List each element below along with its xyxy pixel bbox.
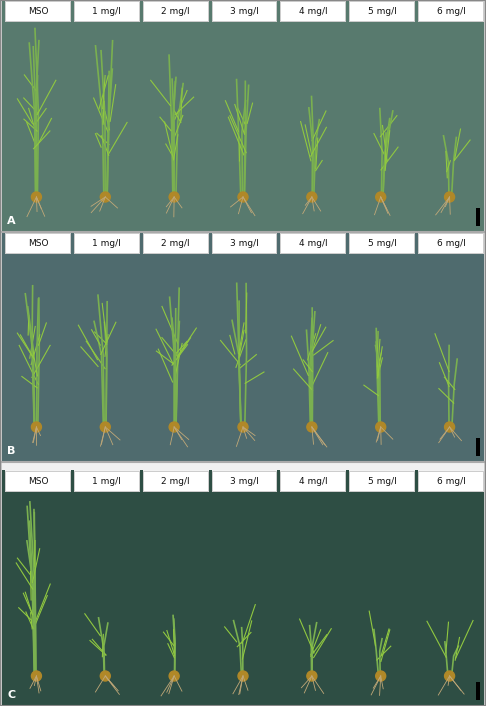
Bar <box>349 471 414 491</box>
Bar <box>278 0 280 22</box>
Bar <box>280 1 345 21</box>
Bar <box>418 233 483 253</box>
Bar <box>280 233 345 253</box>
Circle shape <box>307 192 317 202</box>
Text: 4 mg/l: 4 mg/l <box>299 477 328 486</box>
Text: 4 mg/l: 4 mg/l <box>299 239 328 248</box>
Text: C: C <box>7 690 15 700</box>
Bar <box>139 232 143 254</box>
Bar <box>139 470 143 492</box>
Bar <box>211 471 277 491</box>
Circle shape <box>100 422 110 432</box>
Text: A: A <box>7 216 16 226</box>
Text: MSO: MSO <box>28 477 48 486</box>
Bar <box>2 462 484 470</box>
Text: 2 mg/l: 2 mg/l <box>161 477 190 486</box>
Circle shape <box>100 671 110 681</box>
Circle shape <box>169 422 179 432</box>
Bar <box>280 471 345 491</box>
Bar <box>143 233 208 253</box>
Text: MSO: MSO <box>28 6 48 16</box>
Bar <box>211 233 277 253</box>
Bar <box>2 232 484 254</box>
Bar <box>2 0 484 22</box>
Bar <box>5 1 70 21</box>
Bar <box>74 233 139 253</box>
Bar <box>143 471 208 491</box>
Bar <box>2 470 5 492</box>
Bar <box>74 471 139 491</box>
Bar <box>71 232 74 254</box>
Circle shape <box>307 422 317 432</box>
Circle shape <box>445 422 454 432</box>
Bar <box>5 471 70 491</box>
Text: 6 mg/l: 6 mg/l <box>437 477 466 486</box>
Text: 3 mg/l: 3 mg/l <box>230 239 259 248</box>
Text: B: B <box>7 446 16 456</box>
Bar <box>2 232 5 254</box>
Bar <box>74 1 139 21</box>
Bar <box>476 438 480 456</box>
Text: 3 mg/l: 3 mg/l <box>230 477 259 486</box>
Circle shape <box>445 192 454 202</box>
Bar <box>139 0 143 22</box>
Text: 3 mg/l: 3 mg/l <box>230 6 259 16</box>
Circle shape <box>32 671 41 681</box>
Bar <box>349 233 414 253</box>
Bar <box>2 22 484 232</box>
Bar <box>2 254 484 462</box>
Circle shape <box>32 192 41 202</box>
Bar <box>476 682 480 700</box>
Circle shape <box>376 422 386 432</box>
Bar <box>5 233 70 253</box>
Circle shape <box>238 192 248 202</box>
Text: 2 mg/l: 2 mg/l <box>161 239 190 248</box>
Text: 6 mg/l: 6 mg/l <box>437 239 466 248</box>
Text: 5 mg/l: 5 mg/l <box>368 6 397 16</box>
Text: 1 mg/l: 1 mg/l <box>92 239 121 248</box>
Bar <box>208 0 211 22</box>
Circle shape <box>169 671 179 681</box>
Bar <box>347 232 349 254</box>
Text: 4 mg/l: 4 mg/l <box>299 6 328 16</box>
Bar <box>418 1 483 21</box>
Text: 1 mg/l: 1 mg/l <box>92 477 121 486</box>
Text: 5 mg/l: 5 mg/l <box>368 239 397 248</box>
Circle shape <box>32 422 41 432</box>
Bar <box>2 470 484 492</box>
Bar <box>208 232 211 254</box>
Bar <box>347 0 349 22</box>
Bar <box>211 1 277 21</box>
Bar <box>71 0 74 22</box>
Bar <box>2 492 484 706</box>
Circle shape <box>100 192 110 202</box>
Bar <box>208 470 211 492</box>
Bar <box>71 470 74 492</box>
Circle shape <box>376 192 386 202</box>
Bar <box>278 470 280 492</box>
Bar <box>278 232 280 254</box>
Bar <box>143 1 208 21</box>
Bar <box>415 232 418 254</box>
Circle shape <box>445 671 454 681</box>
Circle shape <box>376 671 386 681</box>
Bar <box>415 0 418 22</box>
Bar <box>415 470 418 492</box>
Text: 1 mg/l: 1 mg/l <box>92 6 121 16</box>
Circle shape <box>238 422 248 432</box>
Bar <box>2 0 5 22</box>
Circle shape <box>307 671 317 681</box>
Bar <box>418 471 483 491</box>
Text: 6 mg/l: 6 mg/l <box>437 6 466 16</box>
Text: 5 mg/l: 5 mg/l <box>368 477 397 486</box>
Circle shape <box>238 671 248 681</box>
Bar <box>347 470 349 492</box>
Circle shape <box>169 192 179 202</box>
Bar <box>476 208 480 226</box>
Text: MSO: MSO <box>28 239 48 248</box>
Bar <box>349 1 414 21</box>
Text: 2 mg/l: 2 mg/l <box>161 6 190 16</box>
